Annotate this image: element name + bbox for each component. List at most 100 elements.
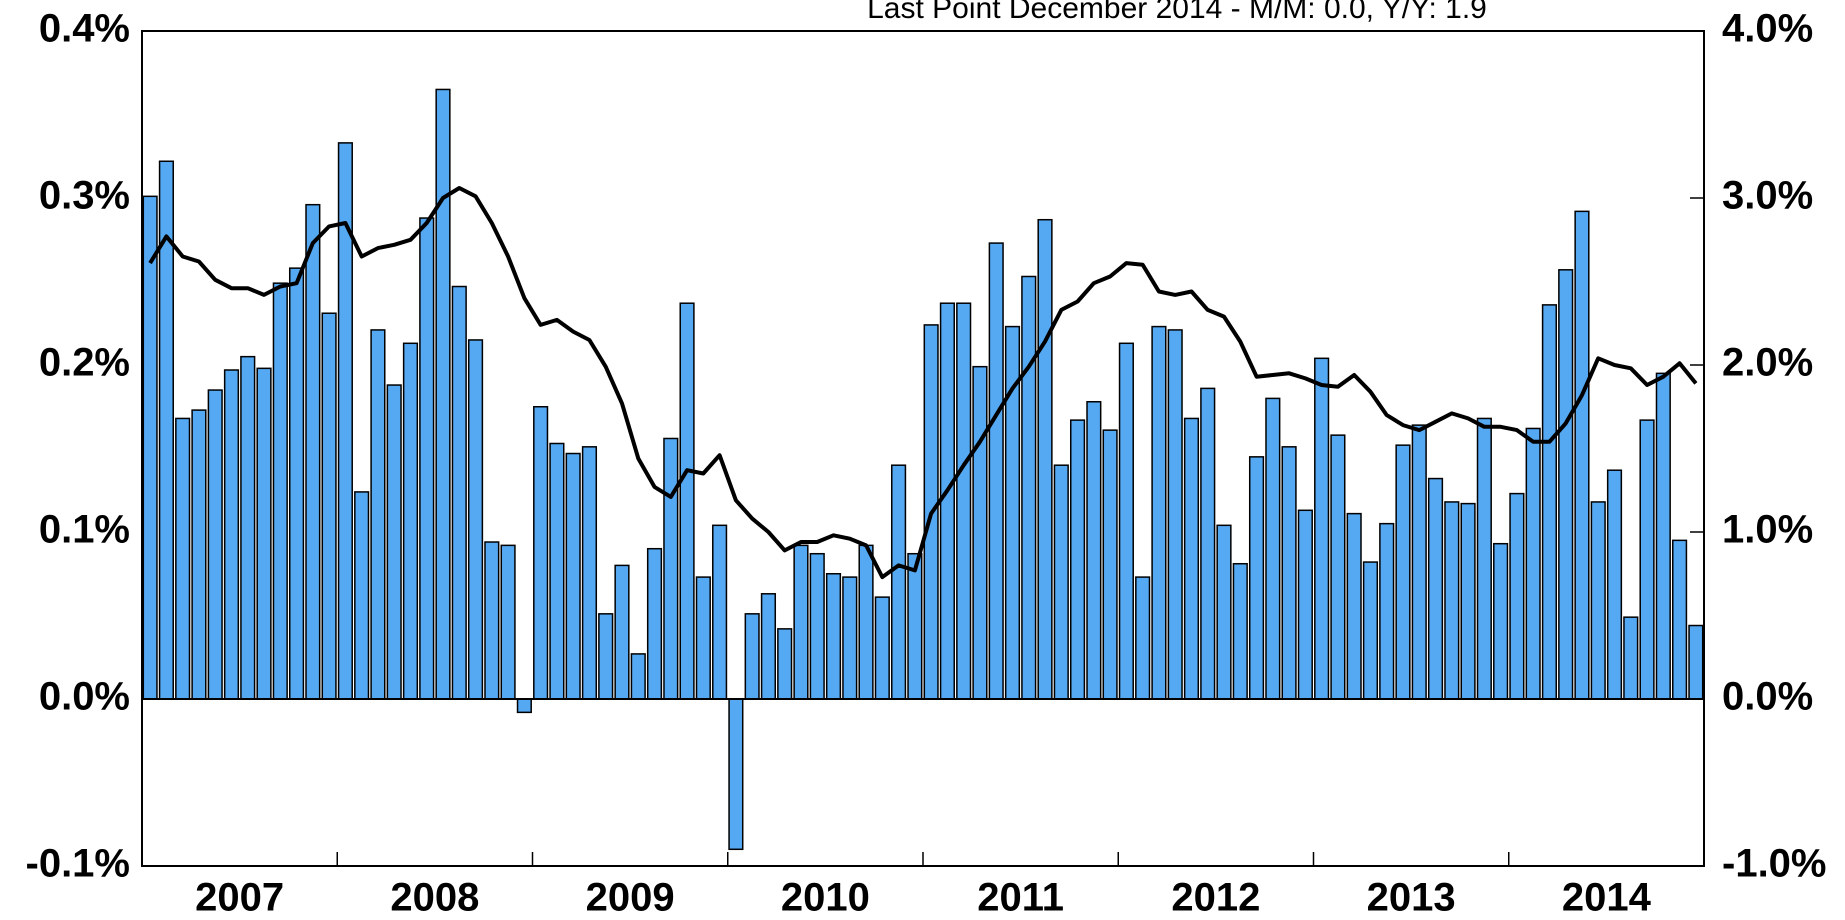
bar — [1265, 397, 1281, 700]
bar — [744, 613, 760, 700]
bar — [1623, 616, 1639, 700]
bar — [484, 541, 500, 700]
bar — [1281, 446, 1297, 700]
x-tick-label: 2012 — [1171, 876, 1260, 920]
bar — [1135, 576, 1151, 700]
bar — [1151, 325, 1167, 700]
line — [148, 186, 1698, 580]
bar — [988, 242, 1004, 700]
bar — [956, 302, 972, 700]
x-tick-label: 2013 — [1367, 876, 1456, 920]
bar — [1525, 427, 1541, 700]
bar — [907, 552, 923, 700]
bar — [842, 576, 858, 700]
plot-frame — [141, 30, 1705, 867]
bar — [1541, 304, 1558, 700]
bar — [370, 329, 386, 700]
bar — [1672, 539, 1688, 700]
bar — [679, 302, 695, 700]
bar — [1574, 210, 1590, 700]
y2-tick-label: 2.0% — [1722, 341, 1813, 385]
bar — [419, 217, 435, 700]
bar — [402, 342, 419, 700]
bar — [891, 464, 907, 700]
bar — [1590, 501, 1606, 700]
y-tick-label: 0.3% — [39, 174, 130, 218]
bar — [565, 452, 581, 700]
bar — [825, 573, 842, 700]
bar — [1118, 342, 1134, 700]
bar — [728, 698, 744, 851]
bar — [451, 285, 467, 700]
bar — [175, 417, 191, 700]
y2-tick-label: 3.0% — [1722, 174, 1813, 218]
bar — [1314, 357, 1330, 700]
bar — [1558, 269, 1574, 700]
bar — [288, 267, 305, 700]
bar — [972, 365, 988, 700]
bar — [533, 406, 549, 700]
bar — [1411, 424, 1427, 700]
bar — [1167, 329, 1183, 700]
bar — [581, 446, 598, 700]
bar — [354, 491, 370, 700]
bar — [712, 524, 728, 700]
bar — [1444, 501, 1460, 700]
bar — [1606, 469, 1623, 700]
chart-subtitle: Last Point December 2014 - M/M: 0.0, Y/Y… — [867, 0, 1487, 25]
y-tick-label: 0.0% — [39, 675, 130, 719]
x-tick-label: 2007 — [195, 876, 284, 920]
x-tick-label: 2011 — [977, 876, 1064, 920]
x-tick-label: 2009 — [586, 876, 675, 920]
bar — [1655, 372, 1671, 700]
bar — [256, 367, 272, 700]
bar — [598, 613, 614, 700]
bar — [663, 437, 679, 700]
bar — [142, 195, 158, 700]
bar — [646, 547, 663, 700]
bar — [549, 442, 565, 700]
bar — [467, 339, 484, 700]
bar — [1183, 417, 1200, 700]
bar — [858, 544, 874, 700]
bar — [1200, 387, 1216, 700]
bar — [1232, 562, 1248, 700]
y2-tick-label: -1.0% — [1722, 842, 1827, 886]
bar — [695, 576, 711, 700]
bar — [1493, 542, 1509, 700]
bar — [614, 564, 630, 700]
bar — [1248, 456, 1265, 700]
bar — [1346, 512, 1362, 700]
bar — [1427, 477, 1444, 700]
bar — [777, 628, 793, 700]
bar — [191, 409, 207, 700]
bar — [1297, 509, 1313, 700]
bar — [1362, 561, 1379, 700]
bar — [386, 384, 402, 700]
bar — [500, 544, 516, 700]
bar — [760, 593, 777, 700]
bar — [1216, 524, 1232, 700]
bar — [1069, 419, 1086, 700]
bar — [809, 552, 825, 700]
y-tick-label: 0.4% — [39, 7, 130, 51]
y2-tick-label: 1.0% — [1722, 508, 1813, 552]
bar — [1379, 522, 1395, 700]
bar — [1021, 275, 1037, 700]
bar — [1086, 400, 1102, 700]
bar — [223, 369, 240, 700]
bar — [516, 698, 532, 714]
bar — [240, 355, 256, 700]
bar — [1509, 492, 1525, 700]
y-tick-label: 0.1% — [39, 508, 130, 552]
bar — [321, 312, 337, 700]
bar — [1037, 218, 1053, 700]
x-tick-label: 2008 — [390, 876, 479, 920]
bar — [1688, 624, 1704, 700]
bar — [272, 282, 288, 700]
bar — [1460, 502, 1476, 700]
y2-tick-label: 4.0% — [1722, 7, 1813, 51]
bar — [435, 88, 451, 700]
bar — [1330, 434, 1346, 700]
